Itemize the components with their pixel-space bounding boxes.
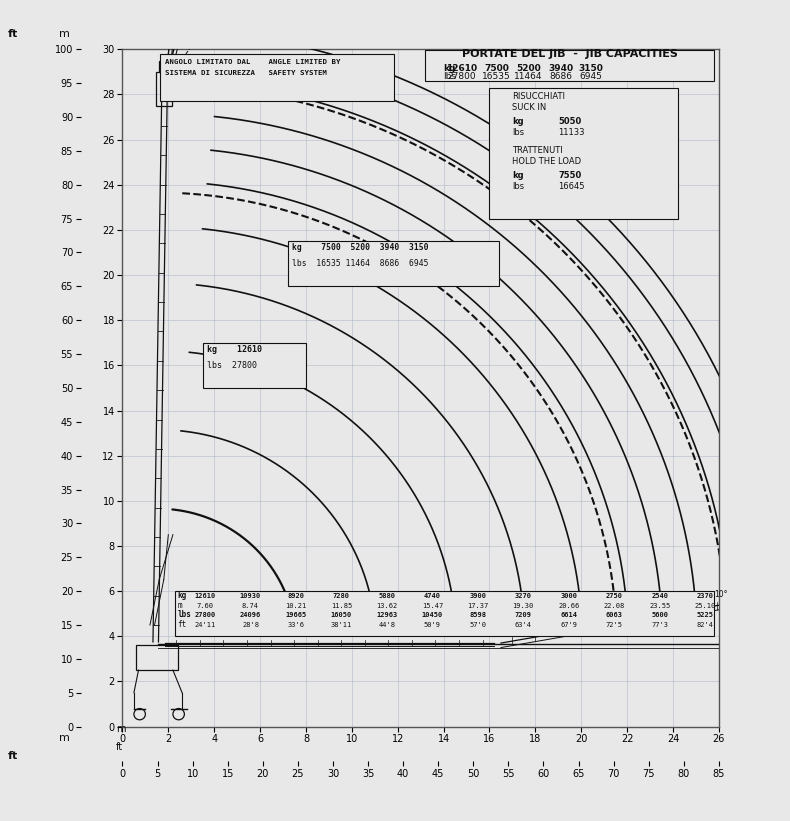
Text: 11.85: 11.85 [331, 603, 352, 609]
Text: HOLD THE LOAD: HOLD THE LOAD [513, 158, 581, 167]
Text: 12610: 12610 [194, 594, 216, 599]
Text: 11464: 11464 [514, 71, 543, 80]
Text: 7280: 7280 [333, 594, 350, 599]
Text: 27800: 27800 [448, 71, 476, 80]
Text: 50'9: 50'9 [424, 621, 441, 628]
Text: lbs: lbs [513, 128, 525, 137]
Text: 8598: 8598 [469, 612, 487, 618]
Text: 33'6: 33'6 [288, 621, 304, 628]
Text: m: m [116, 724, 126, 734]
Text: 10450: 10450 [422, 612, 443, 618]
Text: 3270: 3270 [515, 594, 532, 599]
Bar [136, 645, 178, 670]
Text: 24'11: 24'11 [194, 621, 216, 628]
Text: 2370: 2370 [697, 594, 713, 599]
Text: 7.60: 7.60 [197, 603, 213, 609]
Text: ANGOLO LIMITATO DAL    ANGLE LIMITED BY: ANGOLO LIMITATO DAL ANGLE LIMITED BY [165, 59, 340, 65]
Text: 63'4: 63'4 [515, 621, 532, 628]
Text: lbs  16535 11464  8686  6945: lbs 16535 11464 8686 6945 [292, 259, 429, 268]
Text: 25.10: 25.10 [694, 603, 716, 609]
Bar [203, 343, 306, 388]
Text: kg: kg [513, 171, 524, 180]
Text: 3900: 3900 [469, 594, 487, 599]
Text: 6945: 6945 [579, 71, 602, 80]
Bar [159, 61, 170, 71]
Text: 28'8: 28'8 [242, 621, 259, 628]
Text: 16535: 16535 [482, 71, 511, 80]
Text: 5200: 5200 [516, 64, 541, 73]
Bar [288, 241, 498, 287]
Bar [490, 88, 678, 218]
Text: kg: kg [178, 591, 186, 600]
Text: lbs: lbs [178, 610, 191, 619]
Text: 3150: 3150 [578, 64, 603, 73]
Text: PORTATE DEL JIB  -  JIB CAPACITIES: PORTATE DEL JIB - JIB CAPACITIES [462, 49, 678, 59]
Text: 57'0: 57'0 [469, 621, 487, 628]
Text: SUCK IN: SUCK IN [513, 103, 547, 112]
Text: ft: ft [178, 620, 186, 629]
Text: 7209: 7209 [515, 612, 532, 618]
Text: 44'8: 44'8 [378, 621, 395, 628]
Text: 19.30: 19.30 [513, 603, 534, 609]
Bar [160, 53, 394, 101]
Text: RISUCCHIATI: RISUCCHIATI [513, 92, 566, 101]
Text: 38'11: 38'11 [331, 621, 352, 628]
Text: 17.37: 17.37 [467, 603, 488, 609]
Text: 7500: 7500 [484, 64, 509, 73]
Text: 7550: 7550 [559, 171, 581, 180]
Bar [425, 50, 714, 81]
Text: 3000: 3000 [560, 594, 577, 599]
Text: TRATTENUTI: TRATTENUTI [513, 146, 563, 155]
Text: lbs: lbs [513, 182, 525, 191]
Bar [156, 71, 172, 106]
Text: ft: ft [8, 29, 18, 39]
Text: 4740: 4740 [424, 594, 441, 599]
Text: ft: ft [116, 741, 123, 751]
Text: 8686: 8686 [549, 71, 572, 80]
Text: 3940: 3940 [548, 64, 574, 73]
Text: 12963: 12963 [376, 612, 397, 618]
Text: 10.21: 10.21 [285, 603, 307, 609]
Text: 23.55: 23.55 [649, 603, 670, 609]
Text: 27800: 27800 [194, 612, 216, 618]
Text: 12610: 12610 [446, 64, 477, 73]
Text: 15.47: 15.47 [422, 603, 443, 609]
Text: 11133: 11133 [559, 128, 585, 137]
Text: 22.08: 22.08 [604, 603, 625, 609]
Text: 20.66: 20.66 [558, 603, 579, 609]
Bar [175, 591, 714, 636]
Text: SISTEMA DI SICUREZZA   SAFETY SYSTEM: SISTEMA DI SICUREZZA SAFETY SYSTEM [165, 71, 327, 76]
Text: 5050: 5050 [559, 117, 581, 126]
Text: 5225: 5225 [697, 612, 713, 618]
Text: 16050: 16050 [331, 612, 352, 618]
Text: m: m [59, 29, 70, 39]
Text: 16645: 16645 [559, 182, 585, 191]
Text: 67'9: 67'9 [560, 621, 577, 628]
Text: 19665: 19665 [285, 612, 307, 618]
Text: 5600: 5600 [651, 612, 668, 618]
Text: kg: kg [513, 117, 524, 126]
Text: 2540: 2540 [651, 594, 668, 599]
Text: ft: ft [8, 751, 18, 761]
Text: 10°: 10° [714, 589, 728, 599]
Text: 13.62: 13.62 [376, 603, 397, 609]
Text: m: m [178, 601, 182, 610]
Text: 2750: 2750 [606, 594, 623, 599]
Text: lbs: lbs [444, 71, 457, 80]
Text: 5880: 5880 [378, 594, 395, 599]
Text: 6063: 6063 [606, 612, 623, 618]
Text: 24096: 24096 [240, 612, 261, 618]
Text: kg: kg [444, 64, 456, 73]
Text: 8920: 8920 [288, 594, 304, 599]
Text: 8.74: 8.74 [242, 603, 259, 609]
Text: m: m [59, 733, 70, 743]
Text: 10930: 10930 [240, 594, 261, 599]
Text: lbs  27800: lbs 27800 [207, 360, 258, 369]
Text: 6614: 6614 [560, 612, 577, 618]
Text: 82'4: 82'4 [697, 621, 713, 628]
Text: 72'5: 72'5 [606, 621, 623, 628]
Text: kg    12610: kg 12610 [207, 345, 262, 354]
Text: 77'3: 77'3 [651, 621, 668, 628]
Text: kg    7500  5200  3940  3150: kg 7500 5200 3940 3150 [292, 243, 429, 252]
